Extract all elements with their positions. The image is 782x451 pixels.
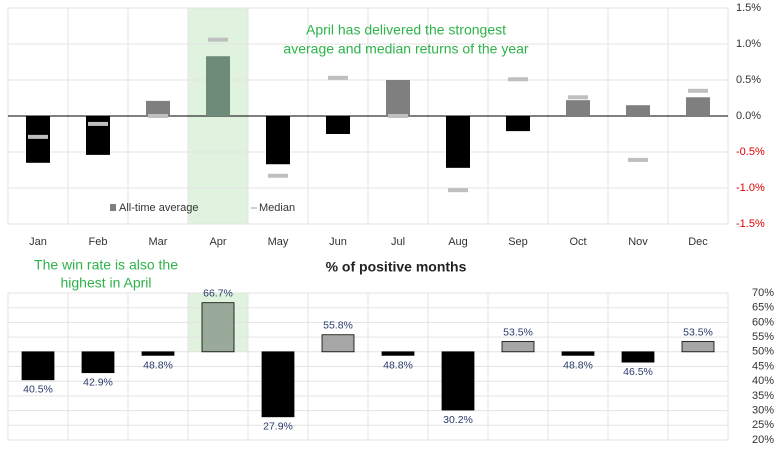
legend-swatch	[110, 204, 116, 211]
median-marker	[148, 114, 168, 118]
annotation: average and median returns of the year	[283, 41, 528, 57]
x-tick-label: Oct	[569, 236, 586, 248]
x-tick-label: Sep	[508, 236, 528, 248]
median-marker	[88, 121, 108, 126]
median-marker	[208, 37, 228, 42]
median-marker	[628, 157, 648, 162]
value-label: 48.8%	[143, 360, 173, 372]
bar	[441, 351, 475, 411]
y-tick-label: 1.0%	[736, 38, 761, 50]
x-tick-label: Jun	[329, 236, 347, 248]
y-tick-label: -0.5%	[736, 146, 765, 158]
median-marker	[388, 114, 408, 118]
y-tick-label: 30%	[752, 405, 774, 417]
y-tick-label: 55%	[752, 331, 774, 343]
x-tick-label: Dec	[688, 236, 708, 248]
bar	[201, 302, 235, 353]
x-tick-label: Apr	[209, 236, 226, 248]
bar	[81, 351, 115, 374]
y-tick-label: 25%	[752, 419, 774, 431]
bar	[446, 116, 470, 168]
bar	[686, 97, 710, 116]
y-tick-label: 1.5%	[736, 2, 761, 14]
value-label: 53.5%	[683, 326, 713, 338]
bar	[381, 351, 415, 356]
bar	[626, 105, 650, 116]
y-tick-label: 0.0%	[736, 110, 761, 122]
y-tick-label: 45%	[752, 360, 774, 372]
value-label: 40.5%	[23, 384, 53, 396]
annotation: highest in April	[60, 275, 151, 291]
bar	[386, 80, 410, 116]
median-marker	[688, 88, 708, 93]
bar	[506, 116, 530, 132]
x-tick-label: Feb	[89, 236, 108, 248]
median-marker	[568, 95, 588, 100]
value-label: 55.8%	[323, 320, 353, 332]
legend-label: All-time average	[119, 202, 198, 214]
bar	[266, 116, 290, 165]
legend-label: Median	[259, 202, 295, 214]
median-marker	[28, 134, 48, 139]
y-tick-label: 35%	[752, 390, 774, 402]
bar	[326, 116, 350, 134]
value-label: 30.2%	[443, 414, 473, 426]
value-label: 48.8%	[383, 360, 413, 372]
y-tick-label: 70%	[752, 287, 774, 299]
y-tick-label: 40%	[752, 375, 774, 387]
value-label: 66.7%	[203, 287, 233, 299]
x-tick-label: Nov	[628, 236, 648, 248]
bar	[146, 100, 170, 116]
median-marker	[448, 188, 468, 193]
y-tick-label: 65%	[752, 302, 774, 314]
bar	[561, 351, 595, 356]
x-tick-label: Mar	[149, 236, 168, 248]
x-tick-label: Jan	[29, 236, 47, 248]
bar	[566, 100, 590, 116]
value-label: 46.5%	[623, 366, 653, 378]
y-tick-label: 50%	[752, 346, 774, 358]
value-label: 53.5%	[503, 326, 533, 338]
median-marker	[508, 77, 528, 82]
annotation: The win rate is also the	[34, 257, 178, 273]
y-tick-label: -1.0%	[736, 182, 765, 194]
bar	[21, 351, 55, 381]
value-label: 48.8%	[563, 360, 593, 372]
x-tick-label: May	[268, 236, 289, 248]
y-tick-label: 0.5%	[736, 74, 761, 86]
y-tick-label: 20%	[752, 434, 774, 446]
x-tick-label: Jul	[391, 236, 405, 248]
annotation: April has delivered the strongest	[306, 22, 506, 38]
bar	[621, 351, 655, 363]
subtitle: % of positive months	[326, 259, 467, 275]
value-label: 42.9%	[83, 376, 113, 388]
bar	[206, 56, 230, 116]
value-label: 27.9%	[263, 421, 293, 433]
bar	[86, 116, 110, 155]
median-marker	[268, 173, 288, 178]
bar	[141, 351, 175, 356]
y-tick-label: -1.5%	[736, 218, 765, 230]
bar	[261, 351, 295, 418]
median-marker	[328, 75, 348, 80]
bar	[26, 116, 50, 163]
x-tick-label: Aug	[448, 236, 468, 248]
bar	[321, 334, 355, 353]
bar	[681, 341, 715, 353]
y-tick-label: 60%	[752, 316, 774, 328]
bar	[501, 341, 535, 353]
